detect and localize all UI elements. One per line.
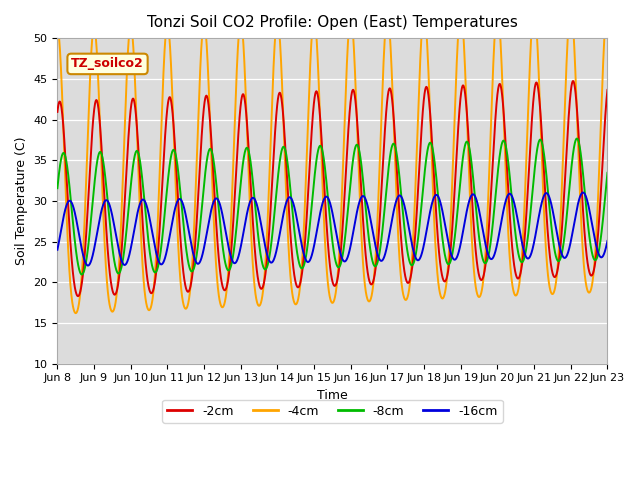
Y-axis label: Soil Temperature (C): Soil Temperature (C) [15, 137, 28, 265]
Legend: -2cm, -4cm, -8cm, -16cm: -2cm, -4cm, -8cm, -16cm [163, 400, 502, 422]
Text: TZ_soilco2: TZ_soilco2 [71, 58, 144, 71]
X-axis label: Time: Time [317, 389, 348, 402]
Title: Tonzi Soil CO2 Profile: Open (East) Temperatures: Tonzi Soil CO2 Profile: Open (East) Temp… [147, 15, 518, 30]
